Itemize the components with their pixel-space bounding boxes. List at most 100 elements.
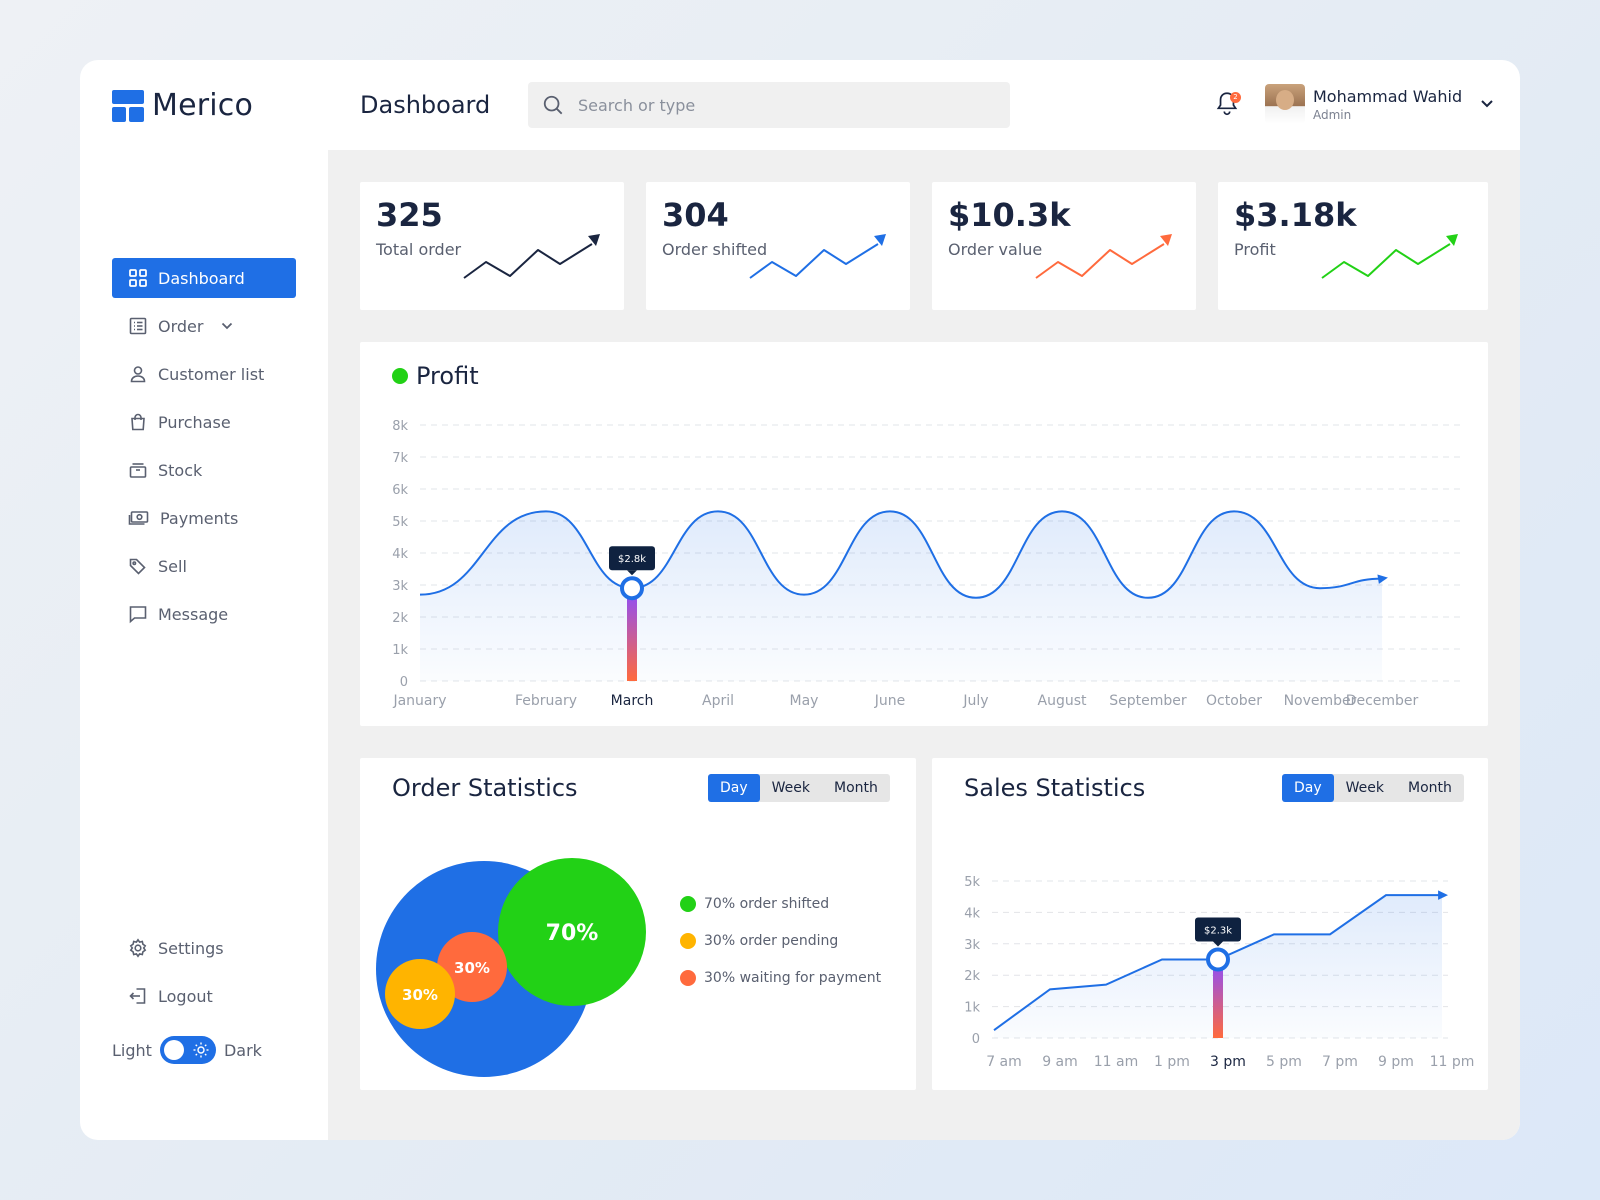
profit-chart-title: Profit <box>392 362 479 390</box>
box-icon <box>129 463 147 478</box>
sales-statistics-card: Sales Statistics Day Week Month 0 1k 2k 3k 4… <box>932 758 1488 1090</box>
y-tick-label: 1k <box>392 643 408 658</box>
stat-label: Total order <box>376 240 462 259</box>
trend-up-icon <box>749 234 886 279</box>
page-title: Dashboard <box>360 91 491 119</box>
sidebar-item-settings[interactable]: Settings <box>112 928 296 968</box>
tooltip-label: $2.3k <box>1204 926 1232 937</box>
sales-chart[interactable]: 0 1k 2k 3k 4k 5k 7 am 9 am 11 am 1 pm 3 pm 5 pm 7 pm… <box>932 758 1488 1090</box>
notification-button[interactable]: 2 <box>1214 90 1242 120</box>
tab-day[interactable]: Day <box>708 774 760 802</box>
x-tick-label: December <box>1346 693 1419 709</box>
x-tick-label: 9 pm <box>1378 1054 1414 1070</box>
profit-chart[interactable]: 0 1k 2k 3k 4k 5k 6k 7k 8k January February March Apr… <box>360 342 1488 726</box>
x-tick-label: 11 am <box>1094 1054 1138 1070</box>
toggle-knob <box>163 1040 184 1060</box>
stat-label: Order value <box>948 240 1043 259</box>
y-tick-label: 6k <box>392 483 408 498</box>
sidebar-item-label: Message <box>158 604 229 624</box>
y-tick-label: 5k <box>392 515 408 530</box>
legend-item: 30% waiting for payment <box>680 968 881 988</box>
money-icon <box>128 511 149 525</box>
order-statistics-title: Order Statistics <box>392 774 578 802</box>
theme-dark-label: Dark <box>223 1040 262 1060</box>
x-tick-label: April <box>702 693 734 709</box>
search-bar[interactable] <box>528 82 1010 128</box>
brand-name: Merico <box>152 88 254 123</box>
y-tick-label: 3k <box>392 579 408 594</box>
y-tick-label: 4k <box>392 547 408 562</box>
stat-label: Profit <box>1234 240 1276 259</box>
x-tick-label: 3 pm <box>1210 1054 1246 1070</box>
sun-icon <box>193 1042 209 1058</box>
sidebar-item-stock[interactable]: Stock <box>112 450 296 490</box>
sidebar-item-dashboard[interactable]: Dashboard <box>112 258 296 298</box>
chevron-down-icon[interactable] <box>1480 99 1494 109</box>
stat-value: 304 <box>662 196 729 234</box>
x-tick-label: November <box>1284 693 1357 709</box>
sidebar-item-label: Customer list <box>158 364 265 384</box>
tab-day[interactable]: Day <box>1282 774 1334 802</box>
tab-month[interactable]: Month <box>1408 780 1452 796</box>
stat-value: $3.18k <box>1234 196 1357 234</box>
chevron-down-icon <box>222 322 233 330</box>
chart-area <box>420 511 1382 681</box>
grid-icon <box>129 269 147 287</box>
tab-week[interactable]: Week <box>771 780 811 796</box>
user-icon <box>130 366 146 383</box>
x-tick-label: 5 pm <box>1266 1054 1302 1070</box>
bag-icon <box>131 413 145 431</box>
bubble <box>385 959 455 1029</box>
x-tick-label: February <box>515 693 577 709</box>
theme-light-label: Light <box>112 1040 152 1060</box>
search-input[interactable] <box>578 95 978 115</box>
stat-card-profit: $3.18k Profit <box>1218 182 1488 310</box>
order-statistics-card: Order Statistics Day Week Month 70% 30% 30… <box>360 758 916 1090</box>
list-icon <box>129 317 147 335</box>
sidebar-item-label: Settings <box>158 938 224 958</box>
tooltip-box <box>609 546 655 571</box>
sidebar-item-label: Logout <box>158 986 213 1006</box>
y-tick-label: 3k <box>964 938 980 953</box>
tooltip-box <box>1195 917 1241 942</box>
y-tick-label: 2k <box>964 969 980 984</box>
order-legend: 70% order shifted 30% order pending 30% … <box>680 894 881 1005</box>
theme-toggle[interactable] <box>159 1036 216 1064</box>
user-menu[interactable]: Mohammad Wahid Admin <box>1265 84 1494 124</box>
message-icon <box>129 606 147 624</box>
tab-week[interactable]: Week <box>1345 780 1385 796</box>
y-tick-label: 7k <box>392 451 408 466</box>
y-tick-label: 1k <box>964 1001 980 1016</box>
sidebar-item-sell[interactable]: Sell <box>112 546 296 586</box>
highlight-point <box>620 576 644 601</box>
x-tick-label: March <box>611 693 654 709</box>
brand[interactable]: Merico <box>112 88 253 123</box>
avatar <box>1265 84 1305 124</box>
trend-up-icon <box>1035 234 1172 279</box>
logout-icon <box>129 988 146 1004</box>
trend-up-icon <box>1321 234 1458 279</box>
bubble <box>437 932 507 1002</box>
gear-icon <box>129 938 147 958</box>
highlight-point <box>1206 947 1230 972</box>
legend-dot <box>680 933 696 949</box>
trend-up-icon <box>463 234 600 279</box>
sidebar-item-payments[interactable]: Payments <box>112 498 296 538</box>
sales-statistics-title: Sales Statistics <box>964 774 1146 802</box>
sidebar-item-purchase[interactable]: Purchase <box>112 402 296 442</box>
sidebar-item-logout[interactable]: Logout <box>112 976 296 1016</box>
x-tick-label: 11 pm <box>1430 1054 1475 1070</box>
sidebar-item-customer-list[interactable]: Customer list <box>112 354 296 394</box>
x-tick-label: June <box>874 693 906 709</box>
profit-title-text: Profit <box>416 362 479 390</box>
tag-icon <box>129 558 146 575</box>
sidebar-item-label: Payments <box>160 508 239 528</box>
series-arrow <box>1377 574 1388 584</box>
x-tick-label: September <box>1109 693 1187 709</box>
notification-badge: 2 <box>1230 92 1241 103</box>
sidebar-item-message[interactable]: Message <box>112 594 296 634</box>
series-arrow <box>1438 890 1448 900</box>
tab-month[interactable]: Month <box>834 780 878 796</box>
sidebar-item-order[interactable]: Order <box>112 306 296 346</box>
x-tick-label: October <box>1206 693 1262 709</box>
